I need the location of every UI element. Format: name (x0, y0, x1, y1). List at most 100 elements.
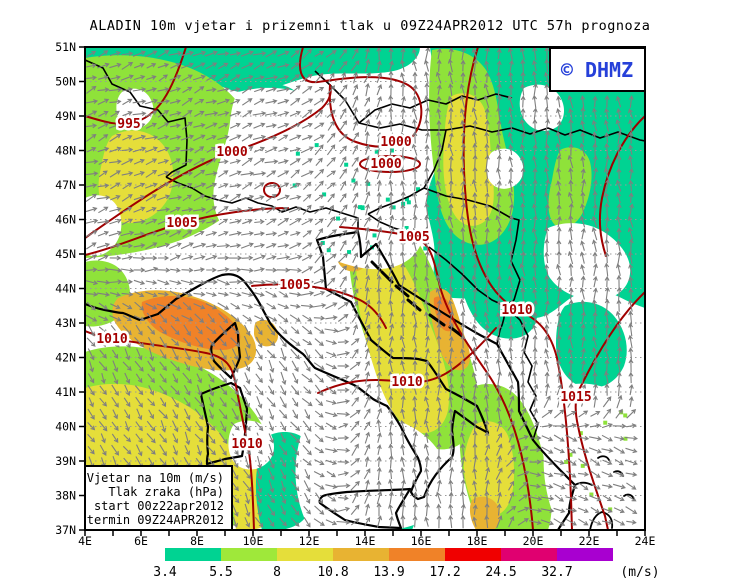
pressure-label: 1005 (166, 216, 197, 231)
shading-speckle (404, 226, 409, 231)
shading-speckle (326, 248, 331, 253)
pressure-label: 1000 (380, 135, 411, 150)
wind-speed-shading (85, 47, 645, 530)
shading-speckle (603, 420, 608, 425)
pressure-label: 1010 (501, 303, 532, 318)
shading-speckle (372, 233, 377, 238)
coast-italy (181, 230, 490, 501)
colorbar-unit: (m/s) (620, 565, 659, 580)
info-box: Vjetar na 10m (m/s) Tlak zraka (hPa) sta… (84, 465, 233, 531)
pressure-label: 1010 (96, 332, 127, 347)
colorbar-segment (165, 548, 221, 561)
info-box-frame (84, 465, 233, 531)
copyright-box: © DHMZ (549, 47, 646, 92)
colorbar-segment (501, 548, 557, 561)
lat-label: 44N (55, 282, 76, 296)
shading-speckle (564, 459, 569, 464)
coast-sicily (318, 487, 412, 530)
shading-speckle (405, 197, 410, 202)
isobar-1000-loop (299, 47, 423, 148)
shading-speckle (391, 205, 396, 210)
shading-speckle (351, 178, 356, 183)
adriatic-islands (370, 260, 464, 338)
info-line-wind: Vjetar na 10m (m/s) (87, 471, 224, 485)
colorbar-segment (277, 548, 333, 561)
colorbar-value: 5.5 (209, 565, 232, 580)
colorbar-segment (557, 548, 613, 561)
info-line-start: start 00z22apr2012 (94, 499, 224, 513)
colorbar: 3.4 5.5 8 10.8 13.9 17.2 24.5 32.7 (m/s) (153, 548, 660, 580)
coast-france (85, 293, 185, 322)
map-title: ALADIN 10m vjetar i prizemni tlak u 09Z2… (90, 18, 651, 34)
lon-label: 20E (523, 534, 544, 548)
lat-label: 51N (55, 40, 76, 54)
axis-layer: 51N 50N 49N 48N 47N 46N 45N 44N 43N 42N 41N 40N 39N 3… (55, 40, 655, 548)
lat-label: 46N (55, 213, 76, 227)
lon-label: 14E (355, 534, 376, 548)
shading-speckle (401, 201, 406, 206)
isobar-1010-east (462, 47, 573, 530)
shading-speckle (416, 187, 421, 192)
lon-label: 16E (411, 534, 432, 548)
colorbar-segment (445, 548, 501, 561)
lon-label: 24E (635, 534, 656, 548)
coast-greece-islands (574, 455, 635, 530)
lon-label: 4E (78, 534, 92, 548)
shading-speckle (389, 148, 394, 153)
pressure-label: 1005 (279, 278, 310, 293)
shading-speckle (344, 162, 349, 167)
pressure-label: 1010 (231, 437, 262, 452)
lat-label: 38N (55, 489, 76, 503)
isobar-1005-center (251, 283, 387, 329)
shading-speckle (568, 452, 573, 457)
lat-label: 49N (55, 109, 76, 123)
colorbar-value: 24.5 (485, 565, 516, 580)
copyright-box-frame (549, 47, 646, 92)
isobar-labels: 995 1000 1000 1000 1005 1005 1005 1010 1010 1010 1… (94, 115, 594, 455)
colorbar-segment (221, 548, 277, 561)
pressure-label: 1000 (216, 145, 247, 160)
shading-speckle (589, 492, 594, 497)
shading-speckle (619, 410, 624, 415)
shading-speckle (322, 192, 327, 197)
shading-speckle (336, 216, 341, 221)
colorbar-value: 3.4 (153, 565, 177, 580)
shading-speckle (623, 436, 628, 441)
lat-label: 48N (55, 144, 76, 158)
shading-speckle (358, 205, 363, 210)
pressure-label: 1015 (560, 390, 591, 405)
shading-speckle (366, 181, 371, 186)
lon-label: 22E (579, 534, 600, 548)
shading-speckle (423, 246, 428, 251)
colorbar-segment (333, 548, 389, 561)
lat-label: 37N (55, 523, 76, 537)
lat-label: 40N (55, 420, 76, 434)
shading-speckle (385, 197, 390, 202)
country-borders (85, 59, 645, 441)
map-canvas: 995 1000 1000 1000 1005 1005 1005 1010 1010 1010 1… (85, 47, 645, 530)
colorbar-value: 8 (273, 565, 281, 580)
shading-speckle (578, 431, 583, 436)
pressure-label: 1000 (370, 157, 401, 172)
colorbar-segment (389, 548, 445, 561)
colorbar-value: 13.9 (373, 565, 404, 580)
shading-speckle (623, 413, 628, 418)
lon-label: 12E (299, 534, 320, 548)
lat-label: 42N (55, 351, 76, 365)
shading-speckle (374, 149, 379, 154)
lat-label: 47N (55, 178, 76, 192)
wind-arrows (85, 47, 638, 529)
shading-speckle (292, 183, 297, 188)
shading-speckles (292, 143, 628, 512)
colorbar-value: 17.2 (429, 565, 460, 580)
isobar-lines (85, 47, 645, 530)
lat-label: 39N (55, 454, 76, 468)
shading-speckle (347, 250, 352, 255)
shading-speckle (580, 463, 585, 468)
pressure-label: 995 (117, 117, 140, 132)
lon-label: 18E (467, 534, 488, 548)
isobar-1015 (574, 291, 645, 530)
pressure-label: 1010 (391, 375, 422, 390)
